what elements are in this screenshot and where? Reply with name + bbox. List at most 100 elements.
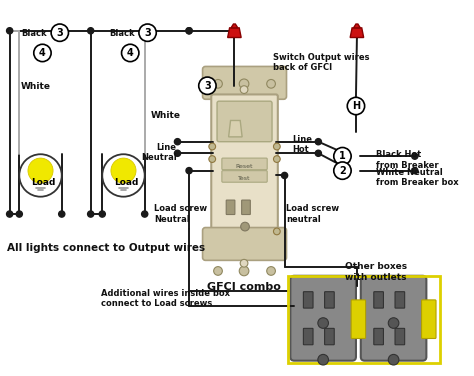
Circle shape <box>240 86 248 94</box>
Circle shape <box>315 150 321 156</box>
FancyBboxPatch shape <box>421 300 436 338</box>
Circle shape <box>241 222 249 231</box>
Circle shape <box>214 79 222 88</box>
FancyBboxPatch shape <box>222 171 267 182</box>
FancyBboxPatch shape <box>374 328 383 345</box>
Circle shape <box>121 44 139 62</box>
Text: Load screw
neutral: Load screw neutral <box>286 205 340 224</box>
Circle shape <box>388 355 399 365</box>
Text: Line
Neutral: Line Neutral <box>141 143 176 162</box>
Circle shape <box>282 172 288 179</box>
Circle shape <box>334 147 351 165</box>
Circle shape <box>239 79 249 89</box>
Circle shape <box>186 28 192 34</box>
Text: Load: Load <box>31 178 55 187</box>
Polygon shape <box>354 24 360 28</box>
Circle shape <box>239 266 249 276</box>
Circle shape <box>273 156 280 162</box>
Circle shape <box>209 143 216 150</box>
Circle shape <box>19 154 62 197</box>
Circle shape <box>142 211 148 217</box>
Text: Black: Black <box>109 29 135 38</box>
Text: connect to Load screws: connect to Load screws <box>101 299 212 308</box>
Polygon shape <box>228 120 242 137</box>
Circle shape <box>347 97 365 115</box>
FancyBboxPatch shape <box>395 292 405 308</box>
Circle shape <box>267 79 275 88</box>
Circle shape <box>28 158 53 183</box>
Circle shape <box>199 77 216 94</box>
Text: Reset: Reset <box>235 164 253 169</box>
Circle shape <box>273 143 280 150</box>
Circle shape <box>412 153 418 159</box>
Circle shape <box>102 154 145 197</box>
Text: back of GFCI: back of GFCI <box>273 62 332 71</box>
Polygon shape <box>350 28 364 38</box>
Text: Test: Test <box>238 176 250 182</box>
Polygon shape <box>231 24 238 28</box>
Circle shape <box>315 139 321 145</box>
Text: Switch Output wires: Switch Output wires <box>273 53 370 62</box>
FancyBboxPatch shape <box>303 292 313 308</box>
Circle shape <box>34 44 51 62</box>
Circle shape <box>51 24 68 41</box>
Circle shape <box>267 267 275 275</box>
FancyBboxPatch shape <box>242 200 250 215</box>
Circle shape <box>174 139 181 145</box>
Text: 4: 4 <box>127 48 134 58</box>
Text: 1: 1 <box>339 151 346 161</box>
Text: 3: 3 <box>56 28 63 38</box>
Circle shape <box>186 28 192 34</box>
Text: 2: 2 <box>339 166 346 176</box>
FancyBboxPatch shape <box>361 276 427 361</box>
Circle shape <box>273 228 280 235</box>
Circle shape <box>388 318 399 328</box>
Polygon shape <box>228 28 241 38</box>
FancyBboxPatch shape <box>217 101 272 142</box>
Text: Additional wires inside box: Additional wires inside box <box>101 289 230 298</box>
Circle shape <box>186 168 192 174</box>
Circle shape <box>214 267 222 275</box>
FancyBboxPatch shape <box>211 94 278 258</box>
Text: 3: 3 <box>144 28 151 38</box>
Text: 3: 3 <box>204 81 211 91</box>
Text: 4: 4 <box>39 48 46 58</box>
Circle shape <box>16 211 22 217</box>
Text: Black Hot
from Breaker: Black Hot from Breaker <box>376 150 439 170</box>
FancyBboxPatch shape <box>202 227 286 260</box>
FancyBboxPatch shape <box>202 67 286 99</box>
Circle shape <box>88 211 94 217</box>
Circle shape <box>7 28 13 34</box>
Text: Line
Hot: Line Hot <box>292 135 312 154</box>
Text: White: White <box>150 111 181 120</box>
Text: All lights connect to Output wires: All lights connect to Output wires <box>7 243 205 253</box>
Text: Load screw
Neutral: Load screw Neutral <box>155 205 208 224</box>
Text: Other boxes
with outlets: Other boxes with outlets <box>345 262 407 282</box>
Circle shape <box>412 168 418 174</box>
FancyBboxPatch shape <box>325 328 334 345</box>
Circle shape <box>88 28 94 34</box>
Circle shape <box>59 211 65 217</box>
Circle shape <box>240 259 248 267</box>
FancyBboxPatch shape <box>351 300 365 338</box>
Circle shape <box>318 355 328 365</box>
Circle shape <box>7 211 13 217</box>
FancyBboxPatch shape <box>0 7 457 369</box>
Circle shape <box>334 162 351 179</box>
Circle shape <box>174 150 181 156</box>
Text: H: H <box>352 101 360 111</box>
Circle shape <box>111 158 136 183</box>
FancyBboxPatch shape <box>395 328 405 345</box>
Text: Load: Load <box>114 178 138 187</box>
Circle shape <box>145 28 151 34</box>
FancyBboxPatch shape <box>325 292 334 308</box>
Circle shape <box>318 318 328 328</box>
Circle shape <box>139 24 156 41</box>
FancyBboxPatch shape <box>222 158 267 170</box>
Text: White Neutral
from Breaker box: White Neutral from Breaker box <box>376 168 459 187</box>
Text: Black: Black <box>21 29 47 38</box>
FancyBboxPatch shape <box>374 292 383 308</box>
Circle shape <box>209 156 216 162</box>
FancyBboxPatch shape <box>303 328 313 345</box>
Text: GFCI combo: GFCI combo <box>207 282 281 291</box>
